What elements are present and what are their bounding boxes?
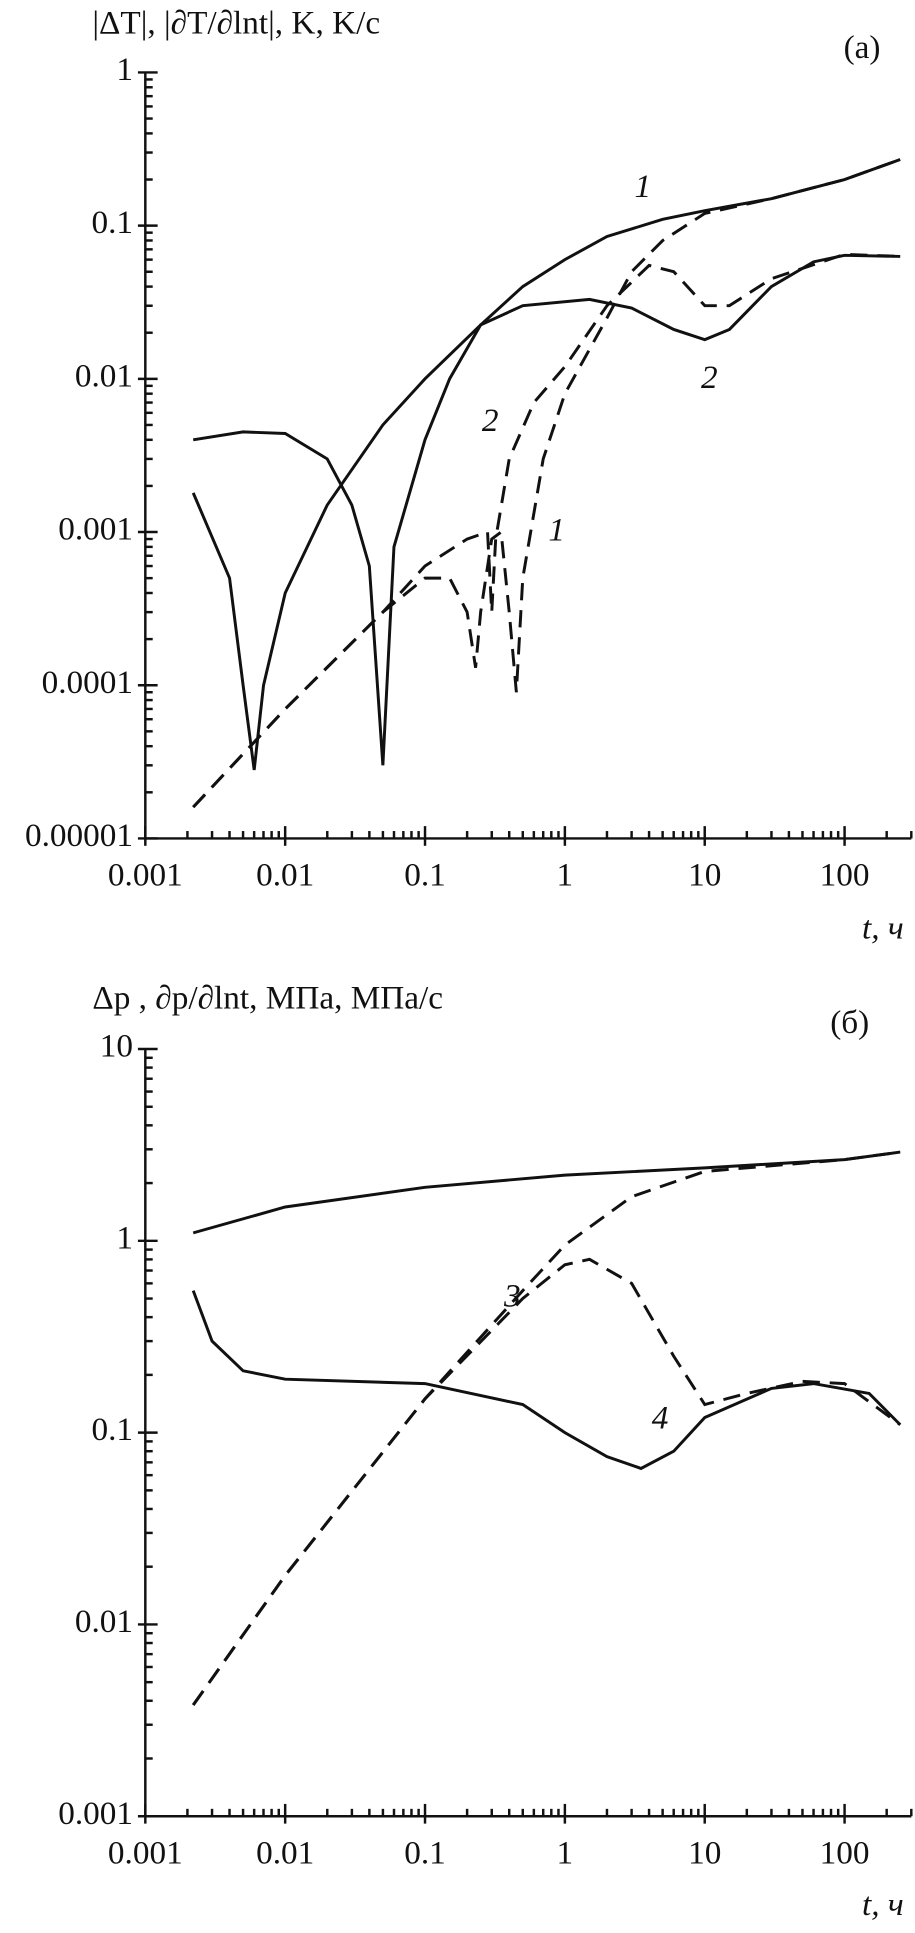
curve-label: 1 (635, 168, 652, 205)
x-tick-label: 0.1 (404, 856, 446, 893)
x-tick-label: 0.1 (404, 1834, 446, 1871)
series-line (192, 158, 901, 809)
series-line (192, 1150, 901, 1235)
y-axis-title: Δp , ∂p/∂lnt, MΠa, MΠa/c (92, 980, 443, 1017)
panel-title: (a) (844, 29, 881, 66)
curve-label: 1 (548, 512, 565, 549)
y-tick-label: 0.1 (91, 1411, 133, 1448)
x-tick-label: 0.001 (108, 1834, 183, 1871)
curve-label: 2 (701, 359, 718, 396)
x-axis-title: t, ч (862, 1886, 904, 1923)
y-tick-label: 1 (116, 51, 133, 88)
y-tick-label: 0.1 (91, 204, 133, 241)
y-tick-label: 0.001 (58, 1795, 133, 1832)
panel-title: (б) (830, 1004, 869, 1041)
series-line (191, 158, 901, 771)
curve-label: 2 (482, 402, 499, 439)
x-axis-title: t, ч (862, 909, 904, 946)
series-line (192, 1150, 901, 1706)
y-tick-label: 0.001 (58, 511, 133, 548)
x-tick-label: 100 (820, 856, 870, 893)
y-tick-label: 0.00001 (25, 817, 133, 854)
series-line (192, 253, 901, 766)
y-axis-title: |ΔT|, |∂T/∂lnt|, K, K/c (92, 4, 380, 41)
x-tick-label: 1 (557, 1834, 574, 1871)
x-tick-label: 1 (557, 856, 574, 893)
x-tick-label: 0.01 (256, 1834, 314, 1871)
x-tick-label: 0.01 (256, 856, 314, 893)
x-tick-label: 10 (688, 856, 721, 893)
y-tick-label: 0.0001 (42, 664, 133, 701)
series-line (192, 1257, 902, 1706)
y-tick-label: 0.01 (75, 357, 133, 394)
curve-label: 4 (652, 1400, 669, 1437)
series-line (191, 1290, 902, 1471)
x-tick-label: 0.001 (108, 856, 183, 893)
series-line (192, 252, 901, 809)
x-tick-label: 100 (820, 1834, 870, 1871)
y-tick-label: 1 (116, 1219, 133, 1256)
y-tick-label: 10 (100, 1028, 133, 1065)
y-tick-label: 0.01 (75, 1603, 133, 1640)
curve-label: 3 (503, 1278, 521, 1315)
x-tick-label: 10 (688, 1834, 721, 1871)
